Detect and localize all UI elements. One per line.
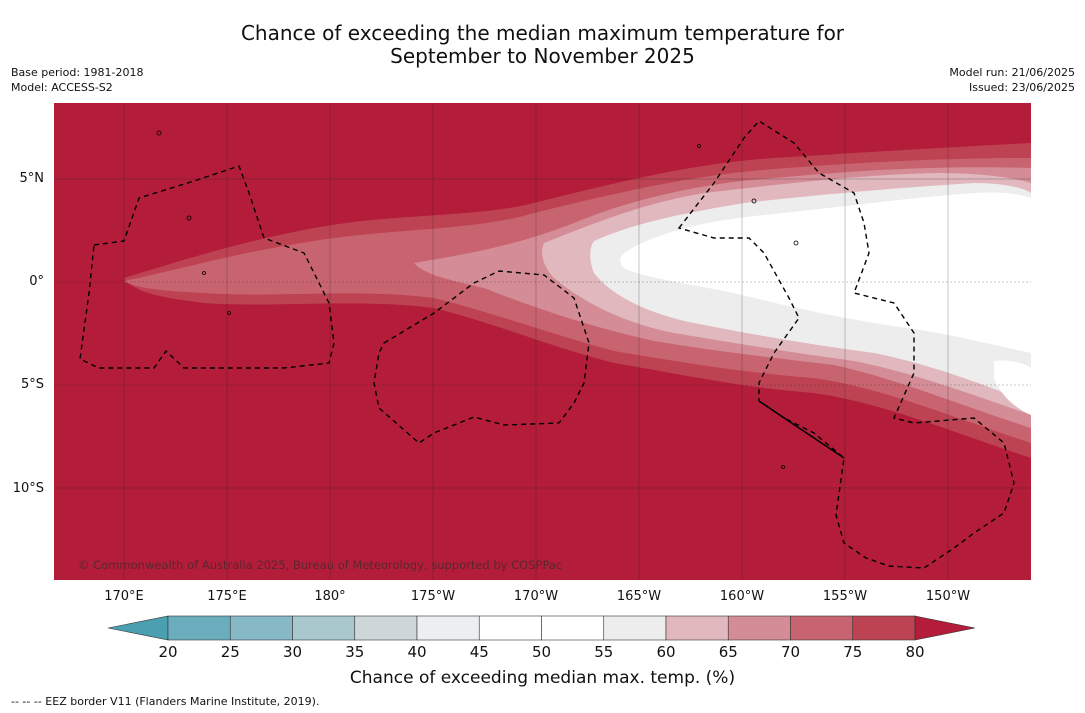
colorbar-segment-45-50 [478, 615, 542, 641]
lon-label-170w: 170°W [513, 589, 559, 604]
lon-label-165w: 165°W [616, 589, 662, 604]
colorbar-segment-20-25 [167, 615, 231, 641]
lon-label-170e: 170°E [104, 589, 144, 604]
band-white-east [994, 360, 1031, 415]
colorbar-tick-45: 45 [469, 643, 489, 661]
colorbar-extend-high [914, 615, 976, 641]
issued-date: Issued: 23/06/2025 [968, 81, 1075, 94]
eez-borders [79, 120, 1015, 569]
lon-label-180: 180° [314, 589, 346, 604]
graticule [54, 103, 1031, 580]
lon-label-160w: 160°W [719, 589, 765, 604]
meta-left: Base period: 1981-2018 Model: ACCESS-S2 [11, 65, 143, 95]
copyright-notice: © Commonwealth of Australia 2025, Bureau… [78, 558, 563, 572]
colorbar-segment-65-70 [727, 615, 791, 641]
colorbar-tick-80: 80 [905, 643, 925, 661]
colorbar-segment-40-45 [416, 615, 480, 641]
base-period: Base period: 1981-2018 [11, 66, 144, 79]
colorbar-segment-55-60 [603, 615, 667, 641]
eez-legend: -- -- -- EEZ border V11 (Flanders Marine… [11, 695, 320, 708]
colorbar-tick-40: 40 [407, 643, 427, 661]
colorbar-extend-low [107, 615, 169, 641]
lon-label-150w: 150°W [925, 589, 971, 604]
map-title: Chance of exceeding the median maximum t… [0, 22, 1085, 68]
lat-label-5n: 5°N [19, 171, 45, 186]
colorbar-segment-75-80 [852, 615, 916, 641]
colorbar-tick-50: 50 [531, 643, 552, 661]
model-name: Model: ACCESS-S2 [11, 81, 113, 94]
colorbar-tick-65: 65 [718, 643, 738, 661]
band-45-55 [620, 192, 1031, 353]
lon-label-155w: 155°W [822, 589, 868, 604]
colorbar-segment-30-35 [292, 615, 356, 641]
eez-tokelau [373, 270, 590, 444]
lon-label-175e: 175°E [207, 589, 247, 604]
islands [156, 130, 799, 469]
colorbar-tick-60: 60 [656, 643, 676, 661]
colorbar [107, 615, 976, 641]
colorbar-title: Chance of exceeding median max. temp. (%… [349, 668, 736, 688]
eez-kiribati-line [677, 120, 1015, 569]
eez-solid-segment [758, 400, 845, 459]
lat-label-5s: 5°S [20, 377, 44, 392]
colorbar-tick-20: 20 [158, 643, 178, 661]
colorbar-segment-25-30 [229, 615, 293, 641]
colorbar-tick-25: 25 [220, 643, 240, 661]
colorbar-tick-55: 55 [594, 643, 614, 661]
colorbar-segment-35-40 [354, 615, 418, 641]
title-line-1: Chance of exceeding the median maximum t… [240, 21, 845, 45]
colorbar-tick-35: 35 [345, 643, 365, 661]
title-line-2: September to November 2025 [390, 44, 695, 68]
lat-label-0: 0° [29, 274, 44, 289]
lat-label-10s: 10°S [12, 481, 44, 496]
forecast-map [54, 103, 1031, 580]
colorbar-tick-70: 70 [780, 643, 801, 661]
colorbar-tick-75: 75 [843, 643, 863, 661]
colorbar-segment-60-65 [665, 615, 729, 641]
meta-right: Model run: 21/06/2025 Issued: 23/06/2025 [949, 65, 1075, 95]
colorbar-segment-70-75 [790, 615, 854, 641]
lon-label-175w: 175°W [410, 589, 456, 604]
model-run: Model run: 21/06/2025 [949, 66, 1075, 79]
colorbar-tick-30: 30 [282, 643, 303, 661]
colorbar-segment-50-55 [541, 615, 605, 641]
